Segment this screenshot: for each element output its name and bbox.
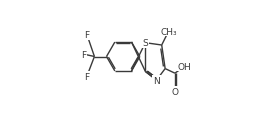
Text: F: F [84,72,90,81]
Text: O: O [171,87,178,96]
Text: S: S [142,39,148,48]
Text: CH₃: CH₃ [160,27,177,36]
Text: F: F [84,31,90,40]
Text: N: N [153,76,160,85]
Text: OH: OH [178,62,192,71]
Text: F: F [82,50,87,59]
